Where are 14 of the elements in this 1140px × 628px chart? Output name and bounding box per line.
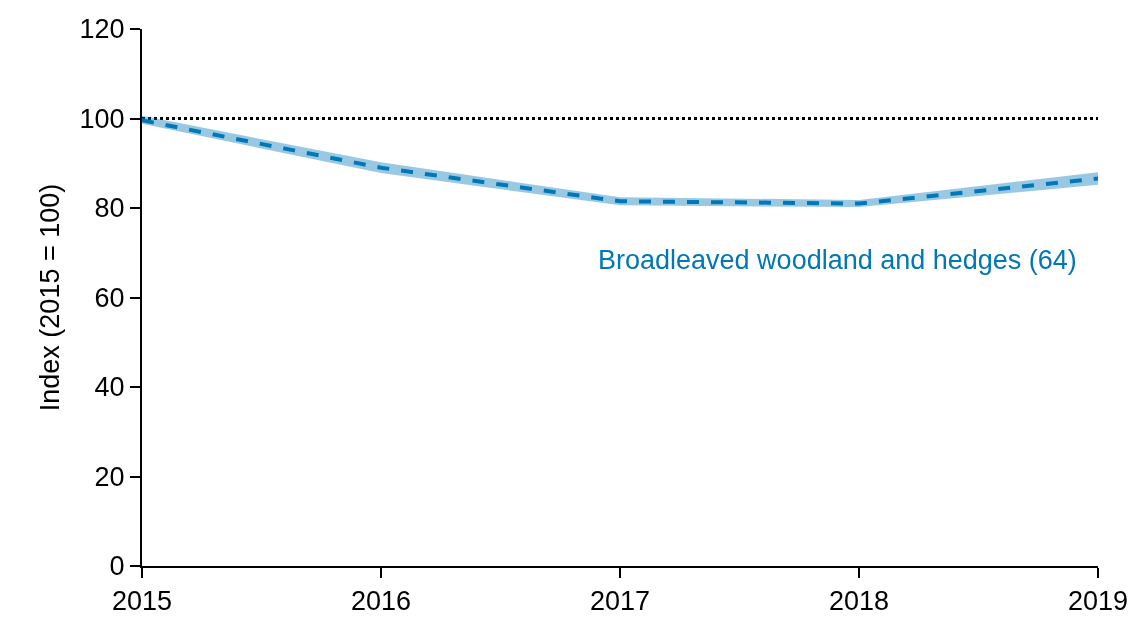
y-tick-label: 0 [109, 551, 125, 582]
series-label: Broadleaved woodland and hedges (64) [598, 245, 1077, 275]
y-tick-label: 60 [94, 282, 125, 313]
y-tick-label: 120 [79, 14, 125, 45]
y-tick-label: 20 [94, 461, 125, 492]
x-tick-label: 2019 [1067, 586, 1129, 617]
x-tick-label: 2016 [350, 586, 412, 617]
y-tick-label: 40 [94, 372, 125, 403]
x-tick-label: 2017 [589, 586, 651, 617]
y-axis-title: Index (2015 = 100) [35, 183, 66, 412]
x-tick-label: 2015 [111, 586, 173, 617]
x-tick-label: 2018 [828, 586, 890, 617]
y-tick-label: 80 [94, 193, 125, 224]
y-tick-label: 100 [79, 103, 125, 134]
